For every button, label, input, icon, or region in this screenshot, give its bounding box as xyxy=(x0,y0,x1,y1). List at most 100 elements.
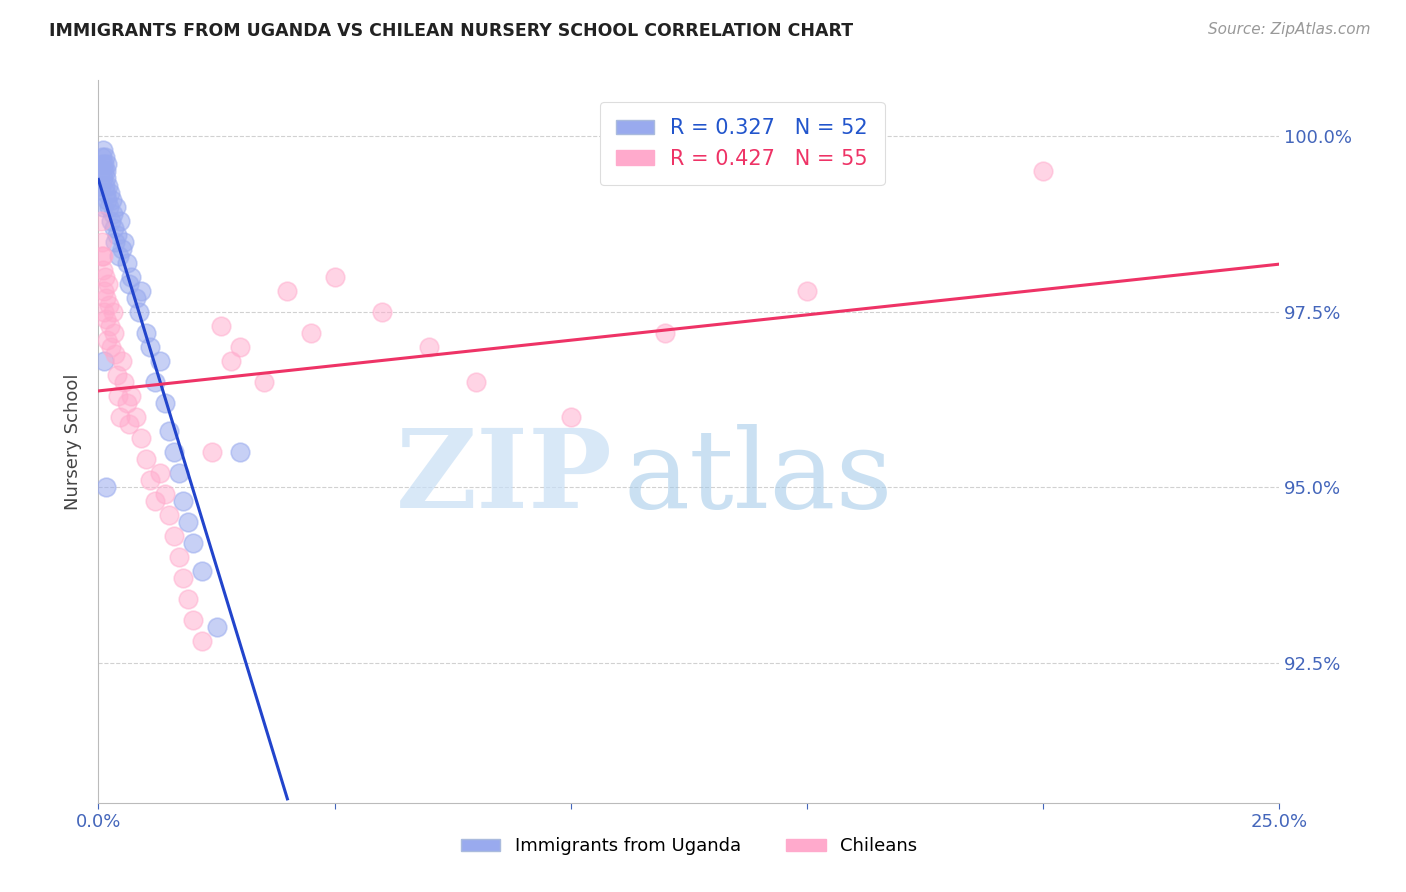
Point xyxy=(418,340,440,354)
Point xyxy=(97,277,120,291)
Point xyxy=(91,171,114,186)
Point xyxy=(93,178,115,193)
Point xyxy=(115,255,138,269)
Point xyxy=(121,269,143,284)
Point xyxy=(135,326,157,340)
Point xyxy=(101,305,124,319)
Y-axis label: Nursery School: Nursery School xyxy=(65,373,83,510)
Point xyxy=(201,445,224,459)
Point xyxy=(105,227,128,242)
Point xyxy=(128,305,150,319)
Point xyxy=(105,200,128,214)
Point xyxy=(229,445,252,459)
Point xyxy=(323,269,346,284)
Point xyxy=(115,396,138,410)
Point xyxy=(465,375,488,389)
Point xyxy=(253,375,276,389)
Point xyxy=(107,249,129,263)
Point xyxy=(143,494,166,508)
Point xyxy=(163,445,186,459)
Point xyxy=(139,473,162,487)
Point xyxy=(90,178,112,193)
Point xyxy=(229,340,252,354)
Point xyxy=(101,206,124,220)
Point xyxy=(157,508,180,523)
Point xyxy=(94,480,117,494)
Point xyxy=(111,242,134,256)
Point xyxy=(97,200,120,214)
Point xyxy=(191,564,214,578)
Point xyxy=(94,164,117,178)
Point xyxy=(276,284,298,298)
Point xyxy=(103,326,125,340)
Point xyxy=(172,571,194,585)
Point xyxy=(191,634,214,648)
Point xyxy=(111,354,134,368)
Point xyxy=(93,305,115,319)
Point xyxy=(219,354,242,368)
Point xyxy=(90,164,112,178)
Point xyxy=(129,431,152,445)
Point xyxy=(104,235,127,249)
Point xyxy=(1032,164,1054,178)
Point xyxy=(91,249,114,263)
Point xyxy=(112,235,135,249)
Point xyxy=(121,389,143,403)
Point xyxy=(96,333,118,347)
Point xyxy=(90,213,112,227)
Point xyxy=(93,157,115,171)
Point xyxy=(105,368,128,382)
Legend: Immigrants from Uganda, Chileans: Immigrants from Uganda, Chileans xyxy=(453,830,925,863)
Point xyxy=(125,409,148,424)
Point xyxy=(209,318,232,333)
Point xyxy=(560,409,582,424)
Point xyxy=(177,592,200,607)
Point xyxy=(153,396,176,410)
Point xyxy=(129,284,152,298)
Point xyxy=(93,164,115,178)
Point xyxy=(118,417,141,431)
Point xyxy=(118,277,141,291)
Point xyxy=(139,340,162,354)
Point xyxy=(98,186,121,200)
Text: IMMIGRANTS FROM UGANDA VS CHILEAN NURSERY SCHOOL CORRELATION CHART: IMMIGRANTS FROM UGANDA VS CHILEAN NURSER… xyxy=(49,22,853,40)
Point xyxy=(91,200,114,214)
Point xyxy=(96,171,118,186)
Point xyxy=(91,262,114,277)
Point xyxy=(100,340,122,354)
Point xyxy=(94,151,117,165)
Point xyxy=(91,249,114,263)
Point xyxy=(93,354,115,368)
Point xyxy=(96,157,118,171)
Point xyxy=(796,284,818,298)
Point xyxy=(181,614,204,628)
Point xyxy=(153,487,176,501)
Point xyxy=(167,550,190,565)
Point xyxy=(135,452,157,467)
Point xyxy=(108,409,131,424)
Point xyxy=(125,291,148,305)
Point xyxy=(90,235,112,249)
Point xyxy=(103,220,125,235)
Point xyxy=(91,157,114,171)
Point xyxy=(96,311,118,326)
Point xyxy=(94,186,117,200)
Point xyxy=(94,269,117,284)
Point xyxy=(157,424,180,438)
Point xyxy=(96,193,118,207)
Point xyxy=(93,284,115,298)
Text: atlas: atlas xyxy=(624,425,894,531)
Point xyxy=(104,347,127,361)
Point xyxy=(91,144,114,158)
Point xyxy=(371,305,394,319)
Point xyxy=(149,466,172,480)
Point xyxy=(299,326,322,340)
Point xyxy=(205,620,228,634)
Point xyxy=(100,213,122,227)
Point xyxy=(149,354,172,368)
Point xyxy=(143,375,166,389)
Point xyxy=(167,466,190,480)
Point xyxy=(177,515,200,529)
Point xyxy=(97,178,120,193)
Point xyxy=(90,151,112,165)
